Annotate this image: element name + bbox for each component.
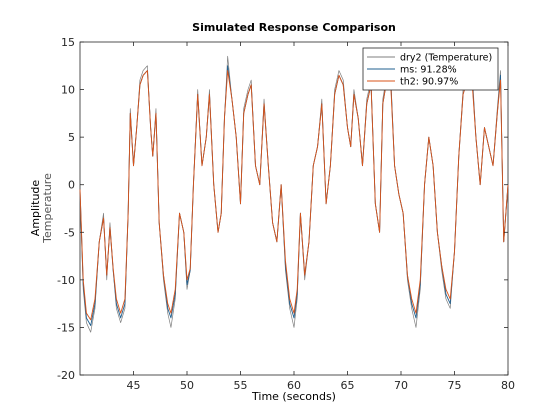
series-line-2 <box>79 70 509 321</box>
series-group <box>79 55 509 333</box>
y-tick-label-0: -20 <box>57 369 75 382</box>
y-axis-sublabel: Temperature <box>41 173 54 244</box>
x-tick-label-6: 75 <box>448 379 462 392</box>
x-tick-label-1: 50 <box>180 379 194 392</box>
legend-label-dry2: dry2 (Temperature) <box>400 53 492 64</box>
chart-title: Simulated Response Comparison <box>192 21 396 34</box>
x-axis-label: Time (seconds) <box>251 390 336 403</box>
x-tick-label-5: 70 <box>394 379 408 392</box>
y-tick-label-4: 0 <box>68 179 75 192</box>
legend: dry2 (Temperature) ms: 91.28% th2: 90.97… <box>362 47 499 91</box>
x-tick-label-4: 65 <box>341 379 355 392</box>
axes-box <box>79 41 509 376</box>
x-ticks: 45 50 55 60 65 70 75 80 <box>127 42 515 392</box>
x-tick-label-0: 45 <box>127 379 141 392</box>
y-tick-label-1: -15 <box>57 321 75 334</box>
y-ticks: -20 -15 -10 -5 0 5 10 15 <box>57 36 508 382</box>
y-tick-label-3: -5 <box>64 226 75 239</box>
y-tick-label-5: 5 <box>68 131 75 144</box>
x-tick-label-7: 80 <box>501 379 515 392</box>
y-tick-label-7: 15 <box>61 36 75 49</box>
y-axis-label: Amplitude <box>29 180 42 237</box>
x-tick-label-3: 60 <box>287 379 301 392</box>
legend-label-ms: ms: 91.28% <box>400 65 457 76</box>
legend-label-th2: th2: 90.97% <box>400 77 458 88</box>
x-tick-label-2: 55 <box>234 379 248 392</box>
y-tick-label-2: -10 <box>57 274 75 287</box>
plot-area: 45 50 55 60 65 70 75 80 -20 -15 -10 -5 0 5 10 15 <box>57 36 515 392</box>
y-tick-label-6: 10 <box>61 84 75 97</box>
